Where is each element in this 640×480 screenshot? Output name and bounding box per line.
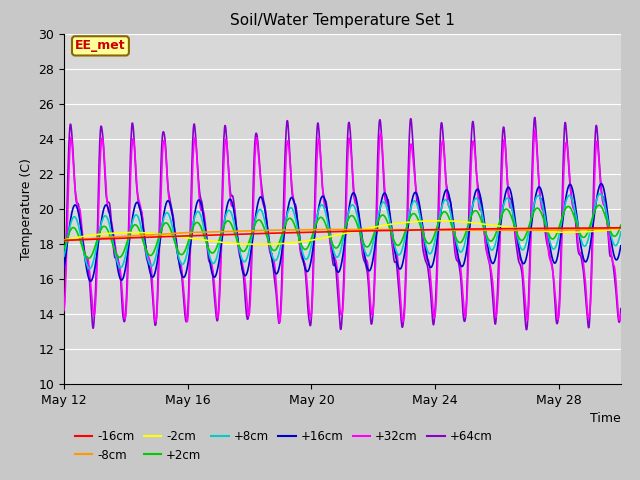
X-axis label: Time: Time xyxy=(590,412,621,425)
Y-axis label: Temperature (C): Temperature (C) xyxy=(20,158,33,260)
Text: EE_met: EE_met xyxy=(75,39,126,52)
Legend: -16cm, -8cm, -2cm, +2cm, +8cm, +16cm, +32cm, +64cm: -16cm, -8cm, -2cm, +2cm, +8cm, +16cm, +3… xyxy=(70,425,497,466)
Title: Soil/Water Temperature Set 1: Soil/Water Temperature Set 1 xyxy=(230,13,455,28)
